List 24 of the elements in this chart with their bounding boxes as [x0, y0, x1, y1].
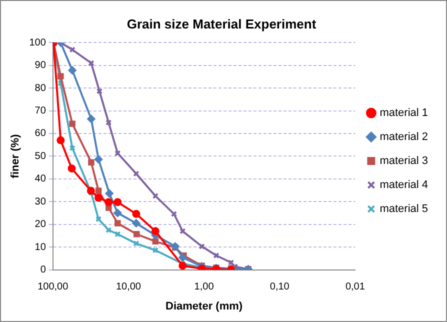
- x-tick-label: 0,01: [345, 282, 366, 293]
- y-axis-title: finer (%): [10, 134, 22, 178]
- y-tick-label: 30: [34, 196, 46, 208]
- chart-title: Grain size Material Experiment: [126, 16, 317, 32]
- y-tick-label: 100: [29, 37, 46, 48]
- y-tick-label: 20: [34, 219, 46, 230]
- y-tick-label: 80: [34, 82, 46, 94]
- y-tick-label: 10: [34, 242, 46, 253]
- x-tick-label: 1,00: [194, 282, 214, 293]
- legend-label: material 5: [380, 203, 428, 216]
- legend-label: material 1: [380, 107, 428, 120]
- legend-label: material 3: [380, 155, 428, 168]
- y-tick-label: 50: [34, 150, 46, 162]
- legend-label: material 4: [380, 179, 428, 192]
- x-tick-label: 10,00: [116, 282, 142, 293]
- x-tick-label: 0,10: [270, 282, 290, 293]
- y-tick-label: 90: [34, 60, 46, 72]
- y-tick-label: 60: [34, 128, 46, 140]
- y-tick-label: 0: [40, 264, 46, 276]
- x-axis-title: Diameter (mm): [166, 300, 243, 312]
- x-tick-label: 100,00: [38, 282, 69, 293]
- y-tick-label: 70: [34, 106, 46, 117]
- legend-label: material 2: [380, 131, 428, 144]
- y-tick-label: 40: [34, 174, 46, 185]
